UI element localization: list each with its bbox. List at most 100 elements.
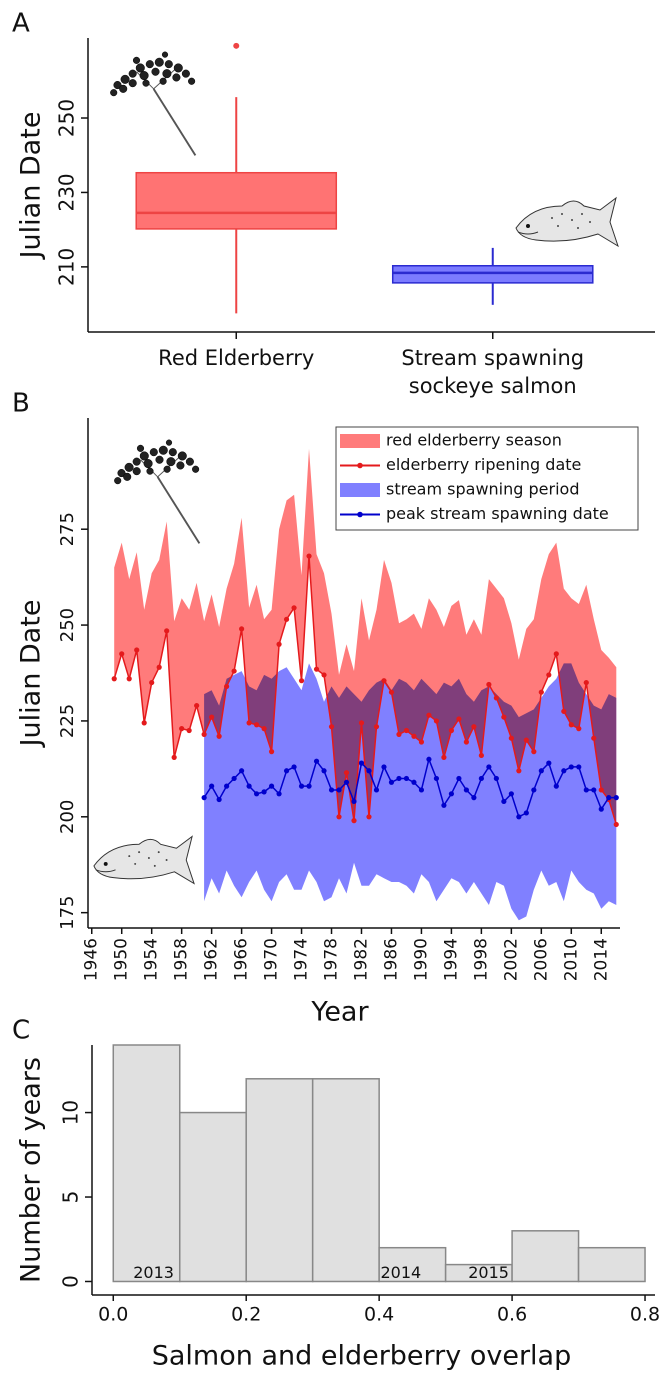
point	[478, 752, 484, 759]
point	[291, 764, 297, 770]
point	[298, 783, 305, 789]
point	[283, 768, 290, 774]
x-tick-label: Stream spawning sockeye salmon	[401, 346, 585, 398]
point	[598, 787, 604, 793]
point	[366, 768, 372, 774]
x-axis-title: Salmon and elderberry overlap	[152, 1341, 571, 1372]
x-tick-label: 2014	[591, 938, 611, 981]
y-tick-label: 250	[57, 608, 78, 642]
y-tick-label: 10	[59, 1100, 83, 1125]
legend-swatch	[357, 462, 363, 469]
bar	[511, 1230, 580, 1283]
point	[321, 768, 327, 774]
elderberry-icon	[109, 50, 197, 157]
point	[546, 760, 552, 766]
point	[366, 814, 372, 820]
point	[418, 787, 425, 793]
point	[591, 787, 597, 793]
x-tick-label: 1982	[351, 938, 371, 981]
point	[239, 768, 245, 774]
bar	[577, 1246, 646, 1283]
x-tick-label: 2010	[561, 938, 581, 981]
point	[246, 783, 252, 789]
point	[426, 712, 432, 718]
point	[561, 768, 567, 774]
x-tick-label: 0.8	[630, 1304, 660, 1326]
bar	[378, 1246, 447, 1283]
point	[388, 689, 395, 695]
bar	[178, 1111, 247, 1283]
x-tick-label: 1946	[82, 938, 102, 981]
panel-label: B	[12, 389, 30, 419]
x-tick-label: Red Elderberry	[158, 346, 315, 370]
legend-swatch	[340, 483, 380, 497]
point	[246, 720, 252, 726]
point	[291, 605, 297, 611]
point	[381, 764, 387, 770]
bar	[245, 1078, 314, 1283]
legend-swatch	[340, 434, 380, 448]
point	[486, 681, 492, 688]
point	[321, 672, 327, 678]
point	[523, 737, 529, 743]
point	[134, 647, 140, 653]
point	[598, 806, 604, 812]
point	[141, 720, 147, 726]
point	[501, 714, 507, 720]
bar	[311, 1078, 380, 1283]
x-tick-label: 1978	[322, 938, 342, 981]
point	[508, 791, 514, 797]
box	[135, 171, 338, 230]
y-tick-label: 210	[55, 248, 79, 286]
x-tick-label: 1966	[232, 938, 252, 981]
point	[358, 760, 365, 766]
point	[471, 724, 477, 730]
point	[493, 695, 499, 701]
point	[381, 678, 387, 684]
y-tick-label: 175	[57, 895, 78, 929]
point	[516, 814, 522, 820]
point	[156, 664, 162, 670]
x-tick-label: 1958	[172, 938, 192, 981]
point	[561, 708, 567, 714]
x-tick-label: 1990	[411, 938, 431, 981]
point	[471, 795, 477, 801]
point	[493, 775, 499, 782]
point	[583, 679, 589, 686]
annotation: 2013	[133, 1263, 174, 1282]
point	[216, 733, 222, 739]
legend-box	[335, 426, 639, 531]
x-tick-label: 0.4	[364, 1304, 394, 1326]
point	[501, 798, 507, 805]
point	[478, 775, 484, 782]
point	[576, 726, 582, 732]
x-tick-label: 1974	[292, 938, 312, 981]
y-tick-label: 275	[57, 512, 78, 546]
y-axis-title: Julian Date	[16, 112, 47, 261]
point	[343, 770, 350, 776]
point	[201, 731, 207, 737]
point	[268, 749, 275, 755]
point	[396, 731, 402, 737]
point	[456, 775, 462, 782]
point	[606, 795, 612, 801]
point	[351, 818, 357, 824]
point	[336, 787, 342, 793]
point	[396, 775, 402, 782]
point	[531, 787, 537, 793]
point	[538, 689, 544, 695]
point	[186, 727, 192, 734]
point	[546, 672, 552, 678]
legend-label: elderberry ripening date	[386, 455, 581, 474]
point	[276, 791, 282, 797]
x-axis-title: Year	[310, 997, 369, 1028]
bar	[112, 1044, 181, 1283]
outlier	[233, 42, 240, 49]
x-tick-label: 0.0	[98, 1304, 128, 1326]
point	[433, 718, 440, 724]
x-tick-label: 1950	[112, 938, 132, 981]
salmon-icon	[93, 835, 195, 885]
point	[351, 798, 357, 805]
